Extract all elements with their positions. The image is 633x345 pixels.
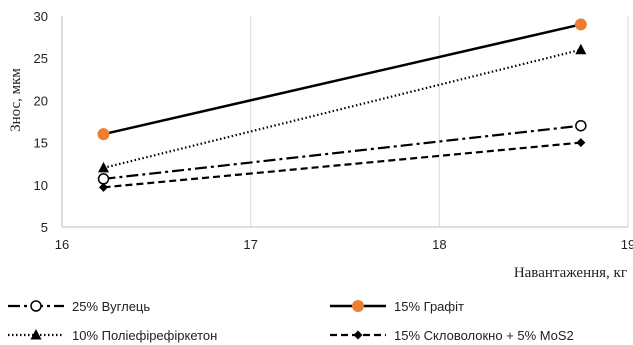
legend-swatch-marker	[353, 330, 363, 340]
legend-label: 25% Вуглець	[72, 299, 150, 314]
data-point-1-1	[574, 18, 587, 31]
data-point-3-1	[576, 138, 586, 148]
legend-item-1: 15% Графіт	[330, 299, 464, 314]
grid	[61, 16, 629, 227]
y-tick-label: 10	[34, 178, 48, 193]
x-tick-label: 18	[432, 237, 446, 252]
series-markers	[97, 18, 587, 192]
x-tick-labels: 16 17 18 19	[55, 237, 633, 252]
series-line-0	[103, 124, 581, 180]
x-tick-label: 16	[55, 237, 69, 252]
data-point-0-1	[575, 119, 587, 132]
data-point-1-0	[97, 128, 110, 141]
legend-item-0: 25% Вуглець	[8, 299, 150, 314]
data-point-0-0	[97, 173, 110, 185]
y-tick-label: 20	[34, 93, 48, 108]
x-tick-label: 17	[243, 237, 257, 252]
legend-item-3: 15% Скловолокно + 5% MoS2	[330, 328, 574, 343]
y-tick-label: 25	[34, 51, 48, 66]
data-point-2-1	[575, 43, 587, 55]
x-axis-label: Навантаження, кг	[514, 265, 627, 281]
axes	[61, 16, 628, 228]
y-tick-label: 5	[41, 220, 48, 235]
legend: 25% Вуглець 15% Графіт 10% Поліефірефіркет…	[8, 299, 574, 343]
series-line-1	[103, 23, 582, 136]
legend-swatch-marker	[30, 329, 42, 340]
x-tick-label: 19	[621, 237, 633, 252]
y-tick-labels: 5 10 15 20 25 30	[34, 9, 48, 235]
legend-swatch-marker	[352, 300, 364, 312]
data-point-2-0	[98, 161, 110, 173]
legend-label: 15% Графіт	[394, 299, 464, 314]
y-tick-label: 30	[34, 9, 48, 24]
data-point-3-0	[99, 182, 109, 192]
series-lines	[103, 23, 582, 189]
legend-swatch-marker	[30, 300, 42, 312]
y-tick-label: 15	[34, 136, 48, 151]
series-line-3	[103, 141, 581, 189]
legend-label: 15% Скловолокно + 5% MoS2	[394, 328, 574, 343]
y-axis-label: Знос, мкм	[8, 68, 24, 132]
legend-item-2: 10% Поліефірефіркетон	[8, 328, 217, 343]
legend-label: 10% Поліефірефіркетон	[72, 328, 217, 343]
